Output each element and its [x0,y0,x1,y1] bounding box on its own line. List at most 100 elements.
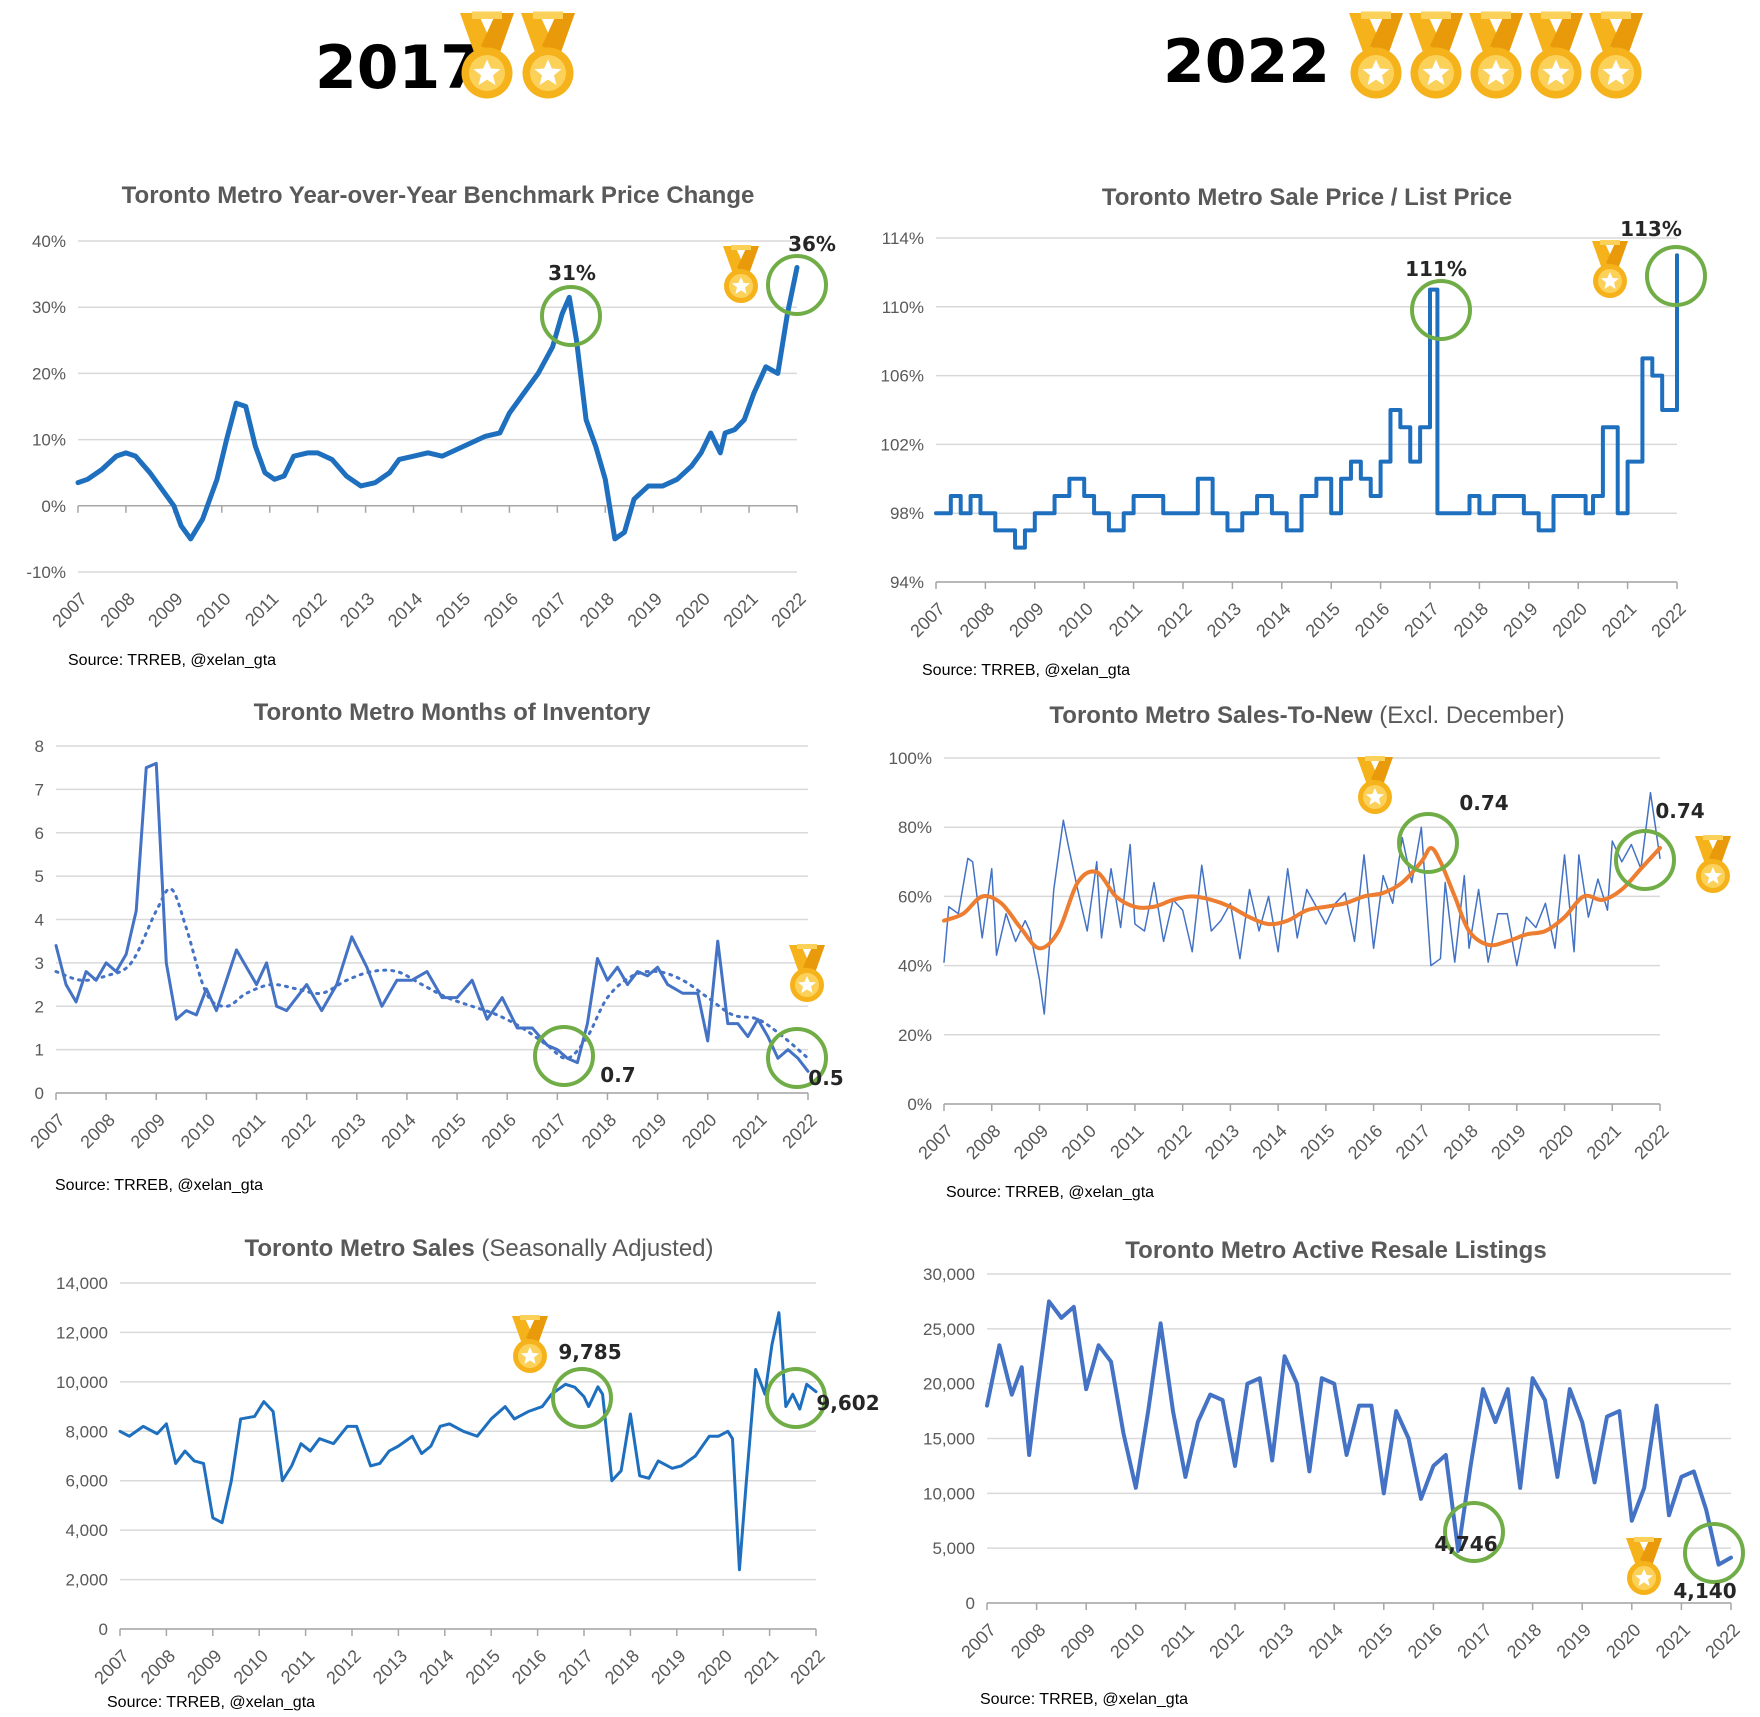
x-tick-label: 2018 [576,589,618,631]
y-tick-label: 20% [32,364,66,383]
chart-title-main: Toronto Metro Sales [244,1235,474,1262]
x-tick-label: 2014 [415,1646,457,1688]
medal-icon [1349,11,1403,99]
x-tick-label: 2018 [578,1110,620,1152]
y-tick-label: 3 [35,954,44,973]
x-tick-label: 2013 [1255,1620,1297,1662]
y-tick-label: 6,000 [65,1472,108,1491]
chart-yoy-benchmark: Toronto Metro Year-over-Year Benchmark P… [26,182,836,669]
x-tick-label: 2014 [377,1110,419,1152]
header-year-right: 2022 [1163,27,1330,97]
y-tick-label: 20% [898,1026,932,1045]
data-label: 0.5 [808,1066,843,1090]
x-tick-label: 2017 [554,1646,596,1688]
x-tick-label: 2012 [277,1110,319,1152]
chart-source: Source: TRREB, @xelan_gta [980,1691,1188,1708]
x-tick-label: 2016 [478,1110,520,1152]
x-tick-label: 2007 [48,589,90,631]
medal-icon [1357,756,1393,814]
chart-active-listings: Toronto Metro Active Resale Listings 0 5,0… [923,1237,1745,1708]
y-tick-label: 40% [32,232,66,251]
header-medals-left [460,11,575,99]
chart-title: Toronto Metro Sales-To-New (Excl. Decemb… [1049,702,1564,729]
highlight-circle [533,1025,595,1087]
x-tick-label: 2018 [1503,1620,1545,1662]
y-tick-label: 8 [35,737,44,756]
chart-title: Toronto Metro Year-over-Year Benchmark P… [122,182,755,209]
x-tick-label: 2013 [327,1110,369,1152]
x-tick-label: 2019 [1553,1620,1595,1662]
y-tick-label: 94% [890,573,924,592]
x-tick-label: 2011 [277,1646,319,1688]
x-tick-label: 2022 [1630,1121,1672,1163]
highlight-circle [766,1027,828,1089]
x-tick-label: 2008 [96,589,138,631]
x-tick-label: 2022 [767,589,809,631]
x-tick-label: 2007 [90,1646,132,1688]
y-tick-label: 6 [35,824,44,843]
x-tick-label: 2021 [728,1110,770,1152]
x-tick-label: 2008 [137,1646,179,1688]
x-tick-label: 2020 [694,1646,736,1688]
medal-icon [1695,835,1731,893]
medal-icon [789,944,825,1002]
header-right: 2022 [1163,11,1643,99]
header-medals-right [1349,11,1643,99]
chart-sale-list: Toronto Metro Sale Price / List Price 94%… [881,184,1707,679]
chart-title-main: Toronto Metro Year-over-Year Benchmark P… [122,182,755,209]
x-tick-label: 2017 [1400,599,1442,641]
x-tick-label: 2009 [1010,1121,1052,1163]
x-tick-label: 2020 [1602,1620,1644,1662]
x-tick-label: 2019 [628,1110,670,1152]
chart-title: Toronto Metro Sales (Seasonally Adjusted… [244,1235,713,1262]
x-tick-label: 2015 [1296,1121,1338,1163]
series-line [75,264,800,542]
x-tick-label: 2020 [672,589,714,631]
series-line [54,761,810,1073]
x-tick-label: 2016 [1404,1620,1446,1662]
header-left: 2017 [315,11,575,103]
y-tick-label: 1 [35,1041,44,1060]
y-tick-label: 8,000 [65,1422,108,1441]
series-line [985,1299,1733,1567]
medal-icon [723,245,759,303]
y-tick-label: 110% [882,298,924,317]
highlight-circle [766,254,828,316]
highlight-circle [1645,245,1707,307]
medal-icon [512,1315,548,1373]
x-tick-label: 2007 [26,1110,68,1152]
y-tick-label: 10,000 [56,1373,108,1392]
y-tick-label: 0% [41,497,66,516]
data-label: 9,602 [816,1391,879,1415]
data-label: 31% [548,261,596,285]
highlight-circle [1683,1522,1745,1584]
y-tick-label: 14,000 [56,1274,108,1293]
x-tick-label: 2018 [1450,599,1492,641]
y-tick-label: 40% [898,957,932,976]
x-tick-label: 2021 [1583,1121,1625,1163]
medal-icon [1626,1537,1662,1595]
chart-source: Source: TRREB, @xelan_gta [107,1694,315,1711]
x-tick-label: 2007 [957,1620,999,1662]
charts-grid: Toronto Metro Year-over-Year Benchmark P… [26,182,1745,1711]
y-tick-label: 30% [32,298,66,317]
x-tick-label: 2012 [1153,1121,1195,1163]
x-tick-label: 2017 [528,1110,570,1152]
chart-title: Toronto Metro Sale Price / List Price [1102,184,1512,211]
x-tick-label: 2016 [1344,1121,1386,1163]
y-tick-label: 10% [32,431,66,450]
x-tick-label: 2008 [1007,1620,1049,1662]
y-tick-label: 30,000 [923,1265,975,1284]
y-tick-label: 10,000 [923,1484,975,1503]
y-tick-label: 106% [881,367,924,386]
data-label: 4,140 [1673,1579,1736,1603]
highlight-circle [1443,1501,1505,1563]
chart-source: Source: TRREB, @xelan_gta [922,662,1130,679]
data-label: 113% [1620,217,1682,241]
x-tick-label: 2007 [914,1121,956,1163]
data-label: 9,785 [558,1340,621,1364]
x-tick-label: 2009 [144,589,186,631]
chart-title-suffix: (Excl. December) [1373,702,1565,729]
y-tick-label: 25,000 [923,1320,975,1339]
medal-icon [1409,11,1463,99]
